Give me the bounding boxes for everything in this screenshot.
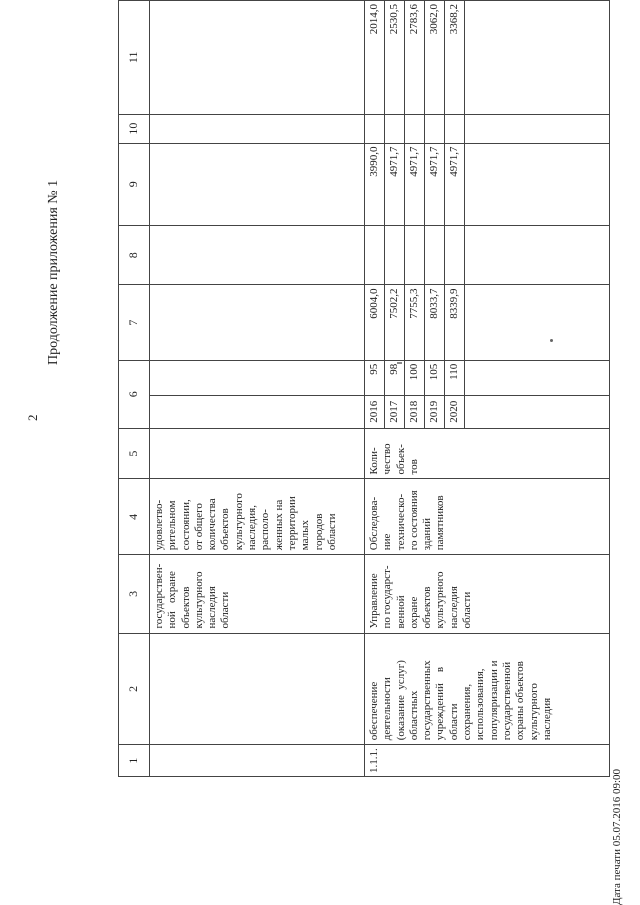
col10-cell (364, 114, 385, 144)
year-cell: 2018 (404, 395, 425, 429)
col7-cell: 8033,7 (424, 285, 445, 361)
indicator-value-cell: 110 (444, 360, 465, 396)
program-table: 1 2 3 4 5 6 7 8 9 10 11 государствен- но… (118, 0, 610, 777)
col8-cell (384, 225, 405, 285)
table-row: 1.1.1. обеспечение деятельности (оказани… (364, 0, 610, 777)
continuation-col-8 (149, 225, 365, 285)
col9-cell: 4971,7 (404, 143, 425, 226)
indicator-value-cell: 95 (364, 360, 385, 396)
year-cell: 2016 (364, 395, 385, 429)
year-cell: 2019 (424, 395, 445, 429)
col11-cell: 2783,6 (404, 0, 425, 115)
spacer-cell (464, 114, 610, 144)
spacer-cell (464, 143, 610, 226)
header-col-5: 5 (118, 428, 150, 479)
continuation-col-6a (149, 395, 365, 429)
year-cell: 2020 (444, 395, 465, 429)
col9-cell: 4971,7 (384, 143, 405, 226)
appendix-continuation-title: Продолжение приложения № 1 (46, 179, 61, 365)
header-col-7: 7 (118, 285, 150, 361)
indicator-value-cell: 98 (384, 360, 405, 396)
continuation-col-9 (149, 143, 365, 226)
col8-cell (404, 225, 425, 285)
col8-cell (364, 225, 385, 285)
col11-cell: 2530,5 (384, 0, 405, 115)
header-col-4: 4 (118, 479, 150, 555)
header-col-2: 2 (118, 633, 150, 745)
continuation-col-2 (149, 633, 365, 745)
col8-cell (444, 225, 465, 285)
continuation-col-1 (149, 744, 365, 777)
spacer-cell (464, 285, 610, 361)
col10-cell (404, 114, 425, 144)
page-number: 2 (25, 414, 40, 422)
spacer-cell (464, 360, 610, 396)
header-col-11: 11 (118, 0, 150, 115)
col9-cell: 4971,7 (424, 143, 445, 226)
col9-cell: 4971,7 (444, 143, 465, 226)
item-description: обеспечение деятельности (оказание услуг… (364, 633, 610, 745)
continuation-row: государствен- ной охране объектов культу… (149, 0, 365, 777)
header-col-6: 6 (118, 360, 150, 429)
col10-cell (384, 114, 405, 144)
item-executor: Управление по государст- венной охране о… (364, 554, 610, 634)
col7-cell: 8339,9 (444, 285, 465, 361)
year-cell: 2017 (384, 395, 405, 429)
continuation-col-6b (149, 360, 365, 396)
col7-cell: 7502,2 (384, 285, 405, 361)
col7-cell: 6004,0 (364, 285, 385, 361)
item-unit: Коли- чество объек- тов (364, 428, 610, 479)
item-number: 1.1.1. (364, 744, 610, 777)
header-row: 1 2 3 4 5 6 7 8 9 10 11 (118, 0, 150, 777)
print-date: Дата печати 05.07.2016 09:00 (611, 768, 623, 905)
col11-cell: 3368,2 (444, 0, 465, 115)
col10-cell (444, 114, 465, 144)
header-col-3: 3 (118, 554, 150, 634)
indicator-value-cell: 105 (424, 360, 445, 396)
continuation-col-10 (149, 114, 365, 144)
header-col-1: 1 (118, 744, 150, 777)
continuation-col-11 (149, 0, 365, 115)
indicator-value-cell: 100 (404, 360, 425, 396)
col10-cell (424, 114, 445, 144)
continuation-executor-cell: государствен- ной охране объектов культу… (149, 554, 365, 634)
header-col-8: 8 (118, 225, 150, 285)
item-indicator: Обследова- ние техническо- го состояния … (364, 479, 610, 555)
spacer-cell (464, 225, 610, 285)
col7-cell: 7755,3 (404, 285, 425, 361)
header-col-9: 9 (118, 143, 150, 226)
continuation-col-5 (149, 428, 365, 479)
col11-cell: 3062,0 (424, 0, 445, 115)
header-col-10: 10 (118, 114, 150, 144)
continuation-indicator-cell: удовлетво- рительном состоянии, от общег… (149, 479, 365, 555)
col9-cell: 3990,0 (364, 143, 385, 226)
col8-cell (424, 225, 445, 285)
col11-cell: 2014,0 (364, 0, 385, 115)
continuation-col-7 (149, 285, 365, 361)
spacer-cell (464, 0, 610, 115)
spacer-cell (464, 395, 610, 429)
